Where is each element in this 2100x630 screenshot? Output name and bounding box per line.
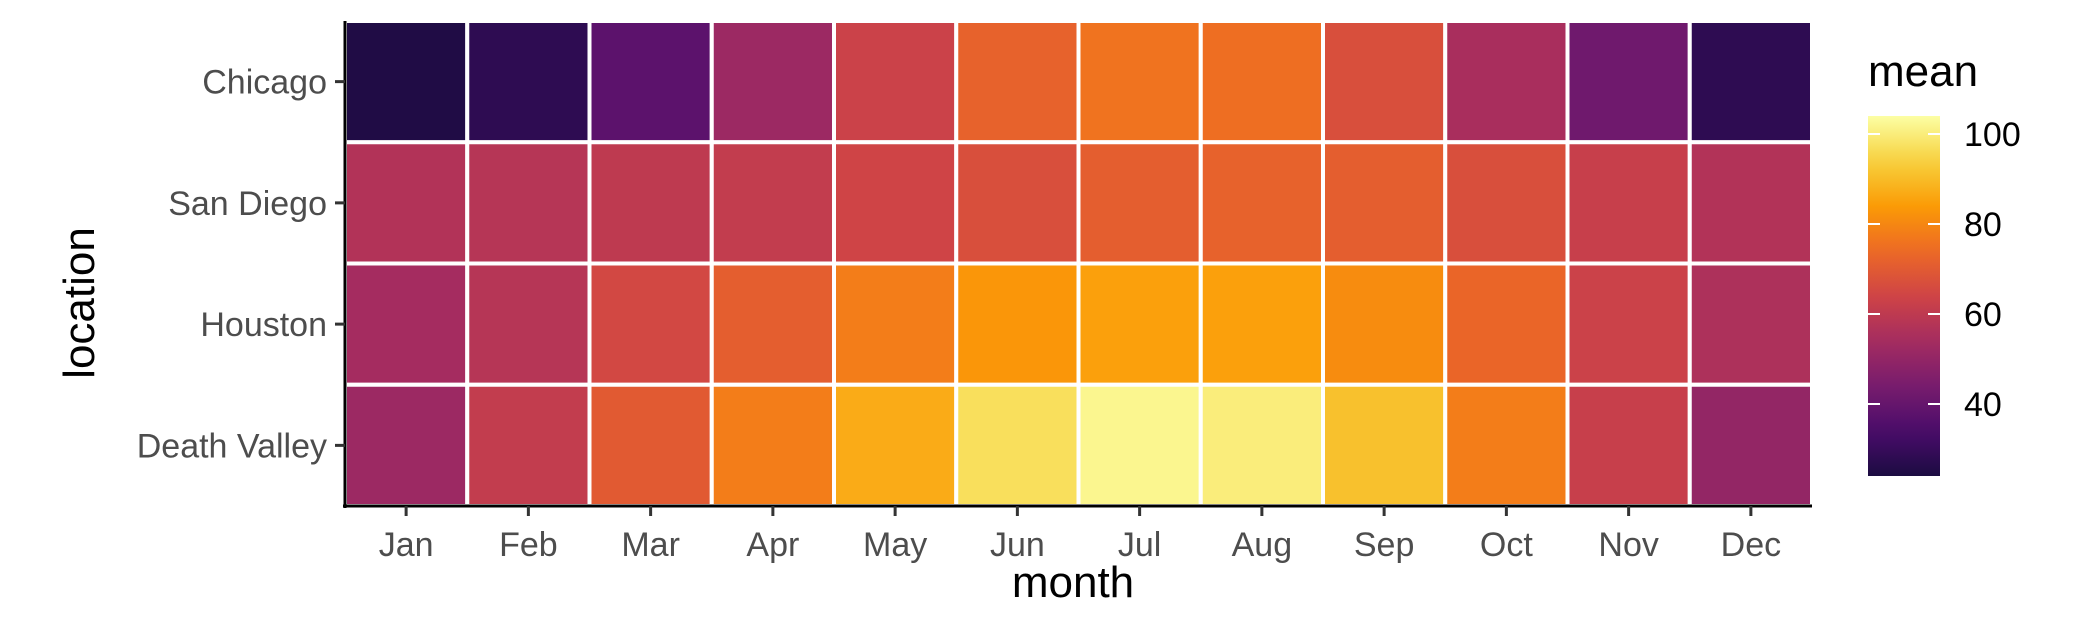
heatmap-cell bbox=[1198, 261, 1325, 387]
legend-title: mean bbox=[1868, 47, 1978, 96]
heatmap-cell bbox=[1198, 382, 1325, 508]
heatmap-cell bbox=[954, 19, 1081, 145]
heatmap-cell bbox=[465, 19, 592, 145]
x-axis: Jan Feb Mar Apr May Jun Jul Aug Sep Oct Nov Dec bbox=[343, 504, 1812, 564]
y-axis-title: location bbox=[55, 227, 104, 379]
heatmap-cell bbox=[343, 382, 470, 508]
heatmap-cell bbox=[954, 382, 1081, 508]
y-tick-label: Chicago bbox=[202, 64, 327, 102]
legend-colorbar bbox=[1868, 116, 1940, 476]
heatmap-cell bbox=[709, 382, 836, 508]
heatmap-cell bbox=[343, 261, 470, 387]
heatmap-cells bbox=[343, 19, 1814, 508]
x-tick-label: Nov bbox=[1598, 526, 1658, 564]
heatmap-cell bbox=[465, 382, 592, 508]
heatmap-cell bbox=[832, 261, 959, 387]
x-axis-title: month bbox=[1012, 558, 1134, 607]
heatmap-cell bbox=[587, 261, 714, 387]
legend-tick-label: 80 bbox=[1964, 206, 2002, 244]
x-tick-label: Oct bbox=[1480, 526, 1533, 564]
heatmap-cell bbox=[465, 261, 592, 387]
heatmap-cell bbox=[1198, 140, 1325, 266]
x-tick-label: May bbox=[863, 526, 927, 564]
heatmap-cell bbox=[1443, 261, 1570, 387]
y-axis: Chicago San Diego Houston Death Valley bbox=[137, 21, 347, 508]
heatmap-cell bbox=[465, 140, 592, 266]
heatmap-cell bbox=[1687, 19, 1814, 145]
heatmap-cell bbox=[832, 140, 959, 266]
heatmap-cell bbox=[343, 19, 470, 145]
heatmap-cell bbox=[1565, 261, 1692, 387]
heatmap-cell bbox=[1076, 261, 1203, 387]
heatmap-cell bbox=[709, 140, 836, 266]
x-tick-label: Dec bbox=[1721, 526, 1781, 564]
heatmap-cell bbox=[954, 140, 1081, 266]
heatmap-cell bbox=[1443, 140, 1570, 266]
heatmap-cell bbox=[587, 382, 714, 508]
heatmap-cell bbox=[709, 19, 836, 145]
x-tick-label: Jun bbox=[990, 526, 1045, 564]
heatmap-cell bbox=[832, 382, 959, 508]
heatmap-cell bbox=[1076, 19, 1203, 145]
x-tick-label: Jul bbox=[1118, 526, 1161, 564]
x-tick-label: Apr bbox=[746, 526, 799, 564]
x-tick-label: Jan bbox=[379, 526, 434, 564]
x-tick-label: Sep bbox=[1354, 526, 1415, 564]
legend-ticks: 40 60 80 100 bbox=[1868, 116, 2021, 424]
y-tick-label: Death Valley bbox=[137, 427, 327, 465]
heatmap-cell bbox=[1321, 140, 1448, 266]
y-tick-label: Houston bbox=[200, 306, 327, 344]
heatmap-cell bbox=[1565, 140, 1692, 266]
heatmap-cell bbox=[709, 261, 836, 387]
heatmap-cell bbox=[1565, 19, 1692, 145]
legend-tick-label: 60 bbox=[1964, 296, 2002, 334]
heatmap-cell bbox=[1321, 261, 1448, 387]
y-tick-label: San Diego bbox=[168, 185, 327, 223]
heatmap-cell bbox=[1565, 382, 1692, 508]
heatmap-cell bbox=[1321, 382, 1448, 508]
heatmap-cell bbox=[1687, 261, 1814, 387]
heatmap-cell bbox=[954, 261, 1081, 387]
heatmap-cell bbox=[1076, 382, 1203, 508]
legend-tick-label: 100 bbox=[1964, 116, 2021, 154]
heatmap-cell bbox=[587, 140, 714, 266]
legend-tick-label: 40 bbox=[1964, 386, 2002, 424]
heatmap-cell bbox=[832, 19, 959, 145]
heatmap-cell bbox=[1443, 19, 1570, 145]
heatmap-cell bbox=[587, 19, 714, 145]
heatmap-cell bbox=[1687, 382, 1814, 508]
heatmap-cell bbox=[1687, 140, 1814, 266]
x-tick-label: Feb bbox=[499, 526, 558, 564]
x-tick-label: Mar bbox=[621, 526, 680, 564]
heatmap-cell bbox=[1443, 382, 1570, 508]
x-tick-label: Aug bbox=[1232, 526, 1293, 564]
color-legend: mean 40 60 80 100 bbox=[1868, 47, 2021, 476]
heatmap-cell bbox=[343, 140, 470, 266]
heatmap-cell bbox=[1198, 19, 1325, 145]
heatmap-cell bbox=[1076, 140, 1203, 266]
heatmap-cell bbox=[1321, 19, 1448, 145]
